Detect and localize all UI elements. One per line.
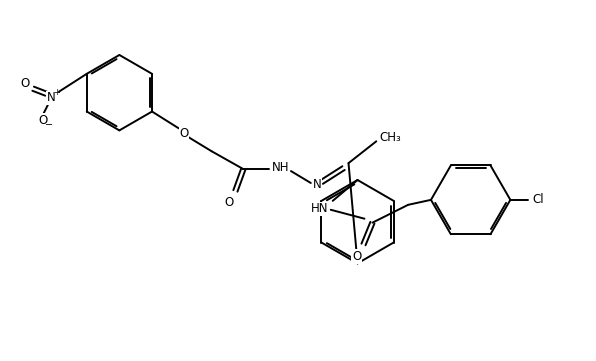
Text: +: + [54, 88, 60, 97]
Text: Cl: Cl [532, 193, 544, 206]
Text: HN: HN [311, 202, 328, 215]
Text: CH₃: CH₃ [379, 131, 401, 144]
Text: N: N [312, 178, 321, 191]
Text: N: N [46, 91, 55, 104]
Text: O: O [21, 77, 30, 90]
Text: O: O [39, 114, 48, 127]
Text: −: − [45, 121, 53, 130]
Text: O: O [352, 250, 361, 263]
Text: NH: NH [272, 161, 290, 174]
Text: O: O [179, 127, 188, 140]
Text: O: O [225, 196, 234, 209]
